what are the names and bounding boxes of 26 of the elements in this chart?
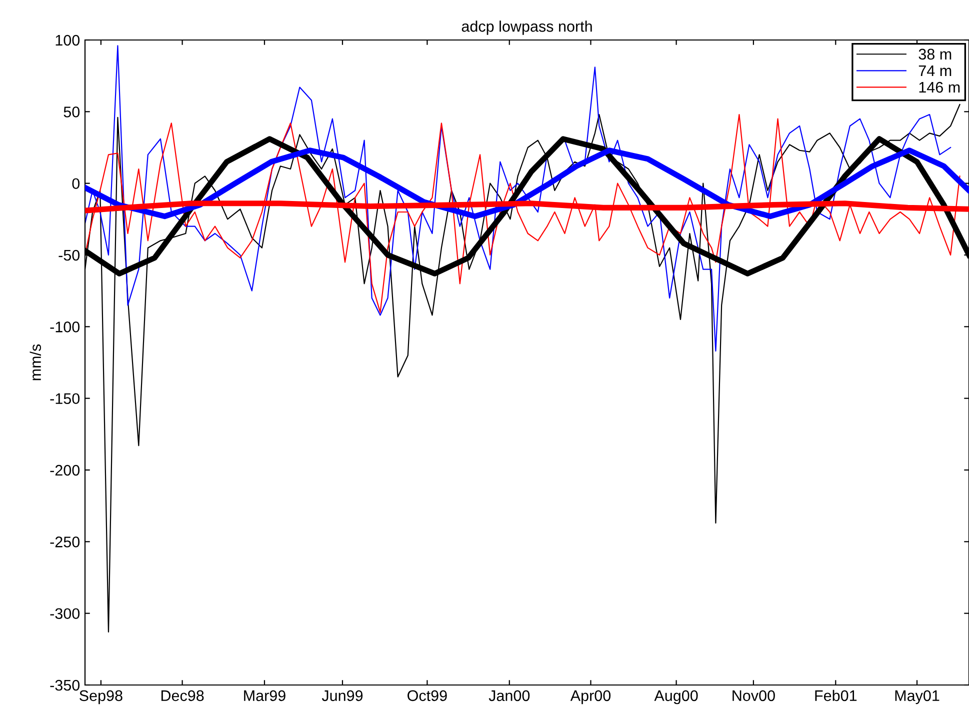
y-axis-title: mm/s (30, 344, 41, 380)
y-tick-label: -100 (50, 322, 80, 332)
legend-label: 146 m (919, 82, 960, 93)
y-tick-label: 0 (72, 178, 80, 190)
x-tick-label: Nov00 (732, 690, 775, 702)
x-tick-label: Feb01 (815, 690, 857, 702)
y-tick-label: -200 (50, 464, 80, 476)
x-tick-label: Sep98 (80, 690, 122, 704)
x-tick-label: Oct99 (408, 690, 447, 702)
x-tick-label: Apr00 (570, 690, 611, 704)
x-tick-label: Jan00 (488, 690, 530, 702)
y-tick-label: -250 (50, 536, 80, 548)
legend-label: 38 m (918, 48, 952, 60)
y-tick-label: -50 (58, 250, 80, 261)
y-tick-label: -350 (50, 680, 80, 691)
y-tick-label: 50 (64, 106, 80, 118)
x-tick-label: Dec98 (161, 690, 204, 702)
y-tick-label: 100 (56, 34, 80, 46)
x-tick-label: May01 (895, 690, 940, 704)
x-tick-label: Mar99 (244, 690, 286, 702)
y-tick-label: -300 (50, 608, 80, 620)
x-tick-label: Jun99 (322, 690, 363, 702)
chart-title: adcp lowpass north (462, 20, 592, 35)
y-tick-label: -150 (50, 393, 80, 404)
x-tick-label: Aug00 (654, 690, 698, 704)
legend-label: 74 m (918, 65, 952, 76)
